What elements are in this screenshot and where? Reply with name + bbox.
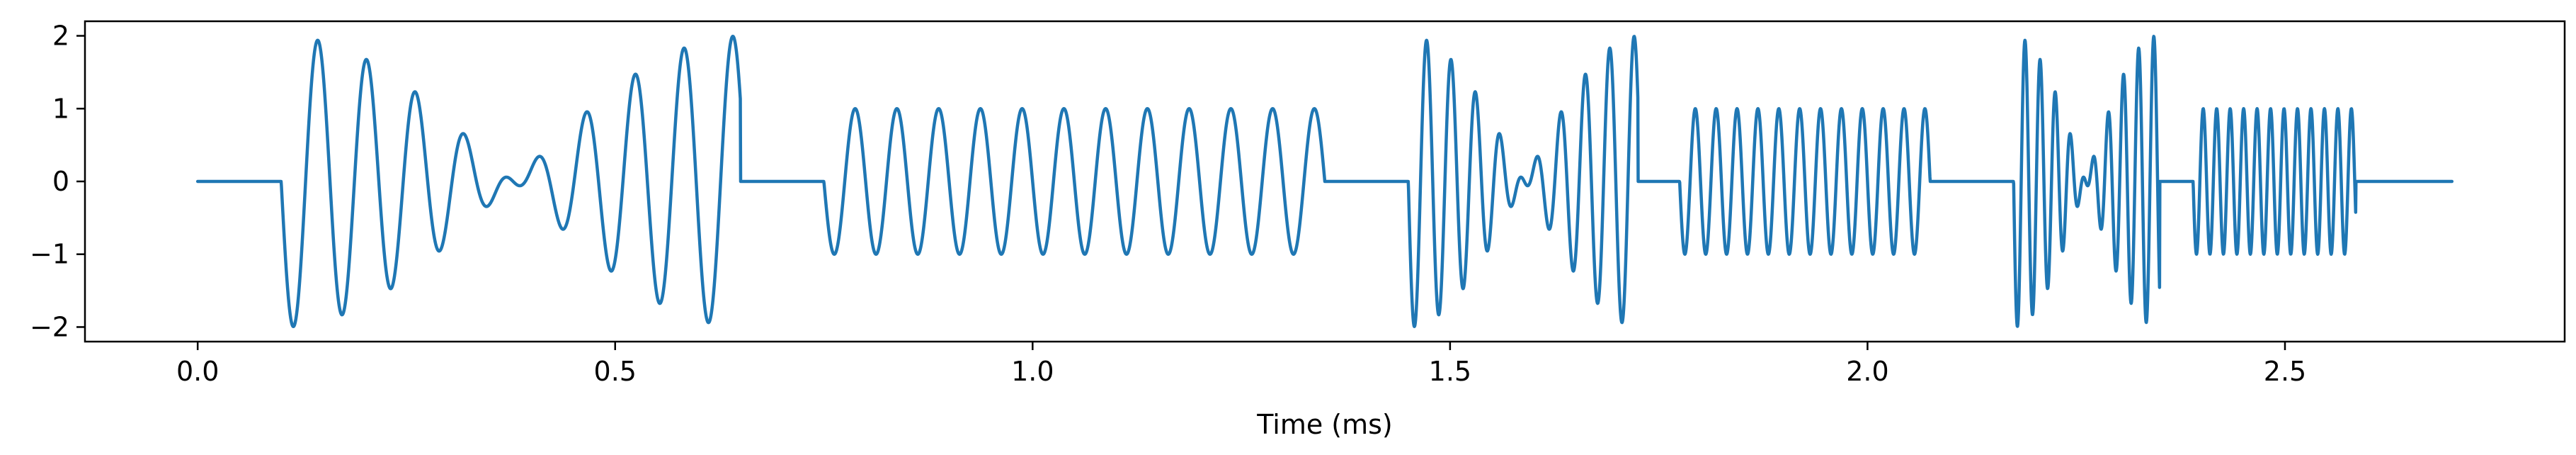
x-tick-label: 1.5: [1429, 356, 1471, 387]
x-tick-label: 2.0: [1846, 356, 1888, 387]
y-axis: −2 −1 0 1 2: [30, 21, 85, 342]
plot-area: [195, 35, 2454, 328]
y-tick-label: −2: [30, 311, 69, 342]
x-axis: 0.0 0.5 1.0 1.5 2.0 2.5: [176, 342, 2306, 387]
y-tick-label: 0: [52, 166, 69, 197]
x-axis-label: Time (ms): [1256, 409, 1393, 440]
x-tick-label: 0.0: [176, 356, 219, 387]
y-tick-label: 2: [52, 21, 69, 52]
y-tick-label: −1: [30, 239, 69, 270]
x-tick-label: 1.0: [1011, 356, 1054, 387]
x-tick-label: 2.5: [2264, 356, 2306, 387]
x-tick-label: 0.5: [594, 356, 637, 387]
y-tick-label: 1: [52, 93, 69, 124]
signal-line: [195, 35, 2454, 328]
